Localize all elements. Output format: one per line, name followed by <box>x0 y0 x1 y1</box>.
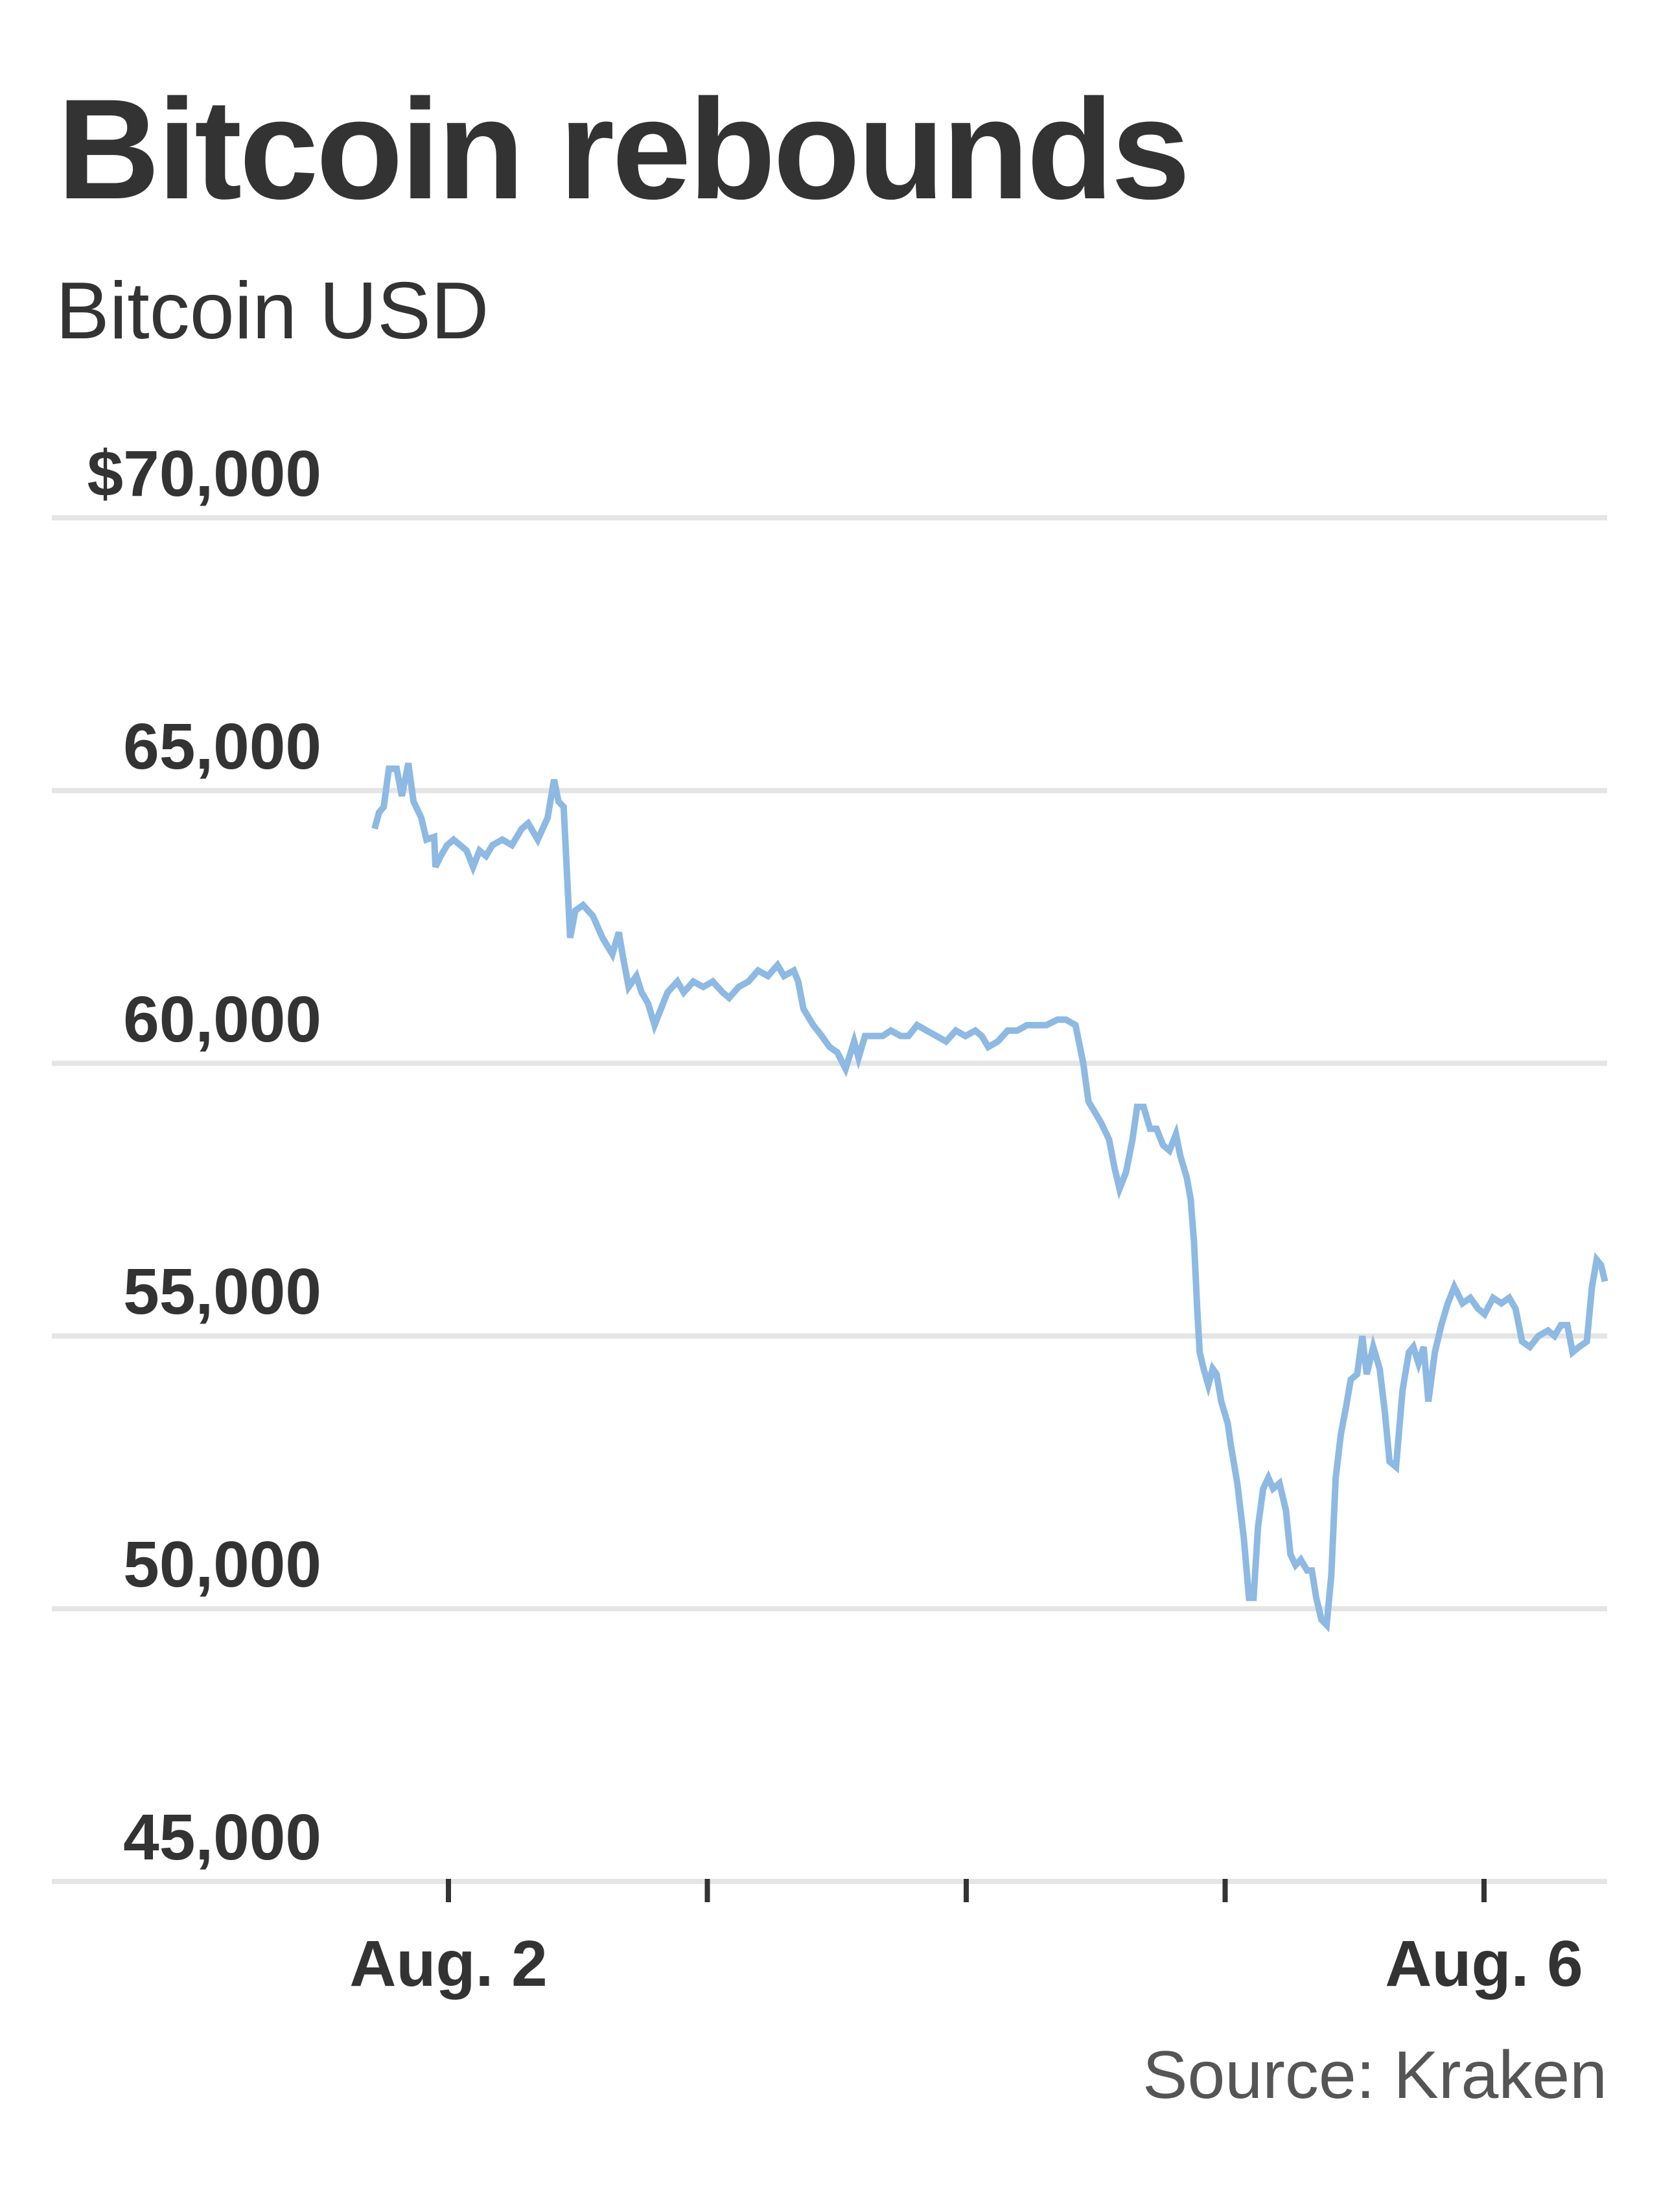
source-note: Source: Kraken <box>1143 2038 1607 2113</box>
y-axis-label: 65,000 <box>123 710 321 783</box>
y-axis-label: 45,000 <box>123 1801 321 1874</box>
y-axis-label: 50,000 <box>123 1528 321 1601</box>
x-axis-label: Aug. 2 <box>349 1927 548 2000</box>
y-axis-label: $70,000 <box>87 437 321 510</box>
x-tick-mark <box>964 1879 969 1902</box>
gridline <box>52 1879 1607 1884</box>
x-tick-mark <box>1222 1879 1228 1902</box>
x-axis-ticks <box>446 1879 1487 1902</box>
y-axis-label: 55,000 <box>123 1255 321 1329</box>
x-tick-mark <box>446 1879 451 1902</box>
x-axis-label: Aug. 6 <box>1385 1927 1583 2000</box>
gridlines <box>52 515 1607 1884</box>
x-tick-mark <box>1481 1879 1487 1902</box>
x-tick-mark <box>704 1879 710 1902</box>
chart-subtitle: Bitcoin USD <box>56 266 489 356</box>
gridline <box>52 515 1607 520</box>
gridline <box>52 1333 1607 1339</box>
gridline <box>52 787 1607 793</box>
price-line <box>371 762 1608 1633</box>
gridline <box>52 1606 1607 1612</box>
y-axis-label: 60,000 <box>123 983 321 1056</box>
gridline <box>52 1060 1607 1066</box>
chart-title: Bitcoin rebounds <box>57 69 1190 229</box>
